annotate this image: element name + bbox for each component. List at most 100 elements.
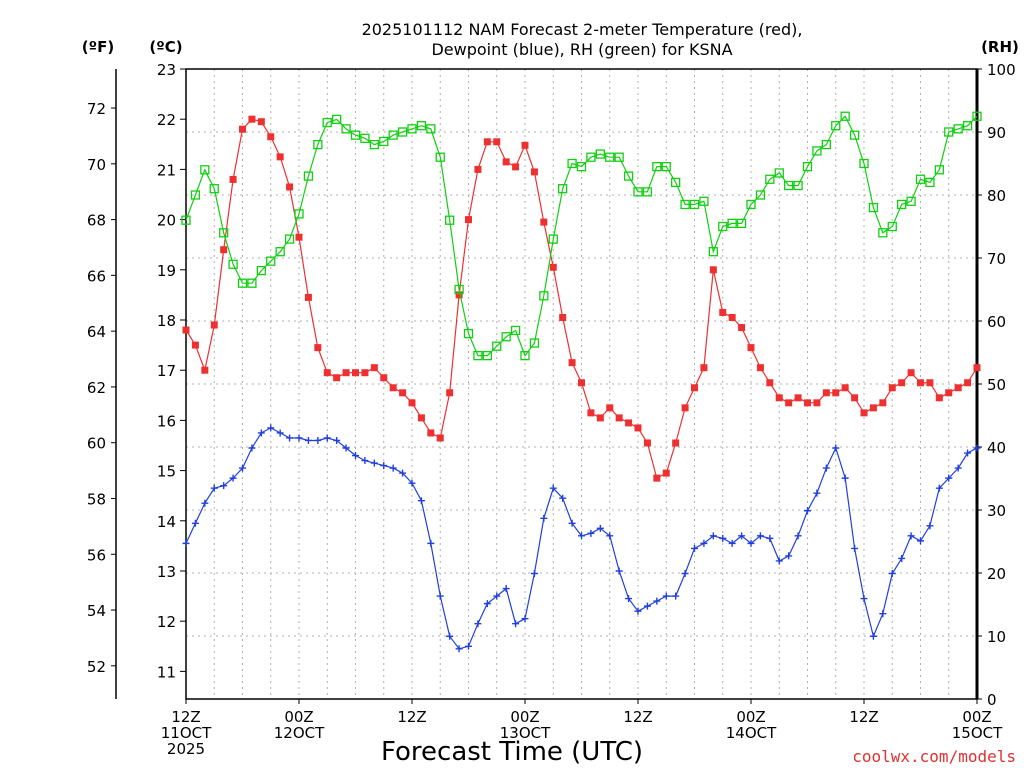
x-tick-label: 00Z [510, 708, 539, 726]
rh-tick-label: 70 [987, 250, 1006, 268]
x-tick-label: 12Z [623, 708, 652, 726]
x-tick-label: 13OCT [500, 724, 551, 742]
temperature-point [276, 153, 284, 161]
temperature-point [700, 364, 708, 372]
dewpoint-point [436, 592, 444, 600]
temperature-point [907, 369, 915, 377]
rh-point [256, 265, 266, 276]
rh-point [341, 124, 351, 134]
chart-title-line2: Dewpoint (blue), RH (green) for KSNA [431, 40, 732, 59]
dewpoint-point [521, 615, 529, 623]
dewpoint-point [361, 457, 369, 465]
rh-point [652, 161, 662, 172]
dewpoint-point [587, 529, 595, 537]
rh-point [200, 165, 210, 175]
dewpoint-point [615, 567, 623, 575]
watermark: coolwx.com/models [852, 747, 1016, 766]
rh-point [426, 124, 436, 134]
temperature-point [888, 384, 896, 392]
temperature-point [606, 404, 614, 412]
dewpoint-point [662, 592, 670, 600]
rh-point [482, 350, 492, 361]
dewpoint-point [785, 552, 793, 560]
rh-point [529, 338, 540, 348]
series-layer [181, 111, 982, 653]
dewpoint-point [408, 479, 416, 487]
rh-point [275, 247, 285, 257]
dewpoint-point [860, 595, 868, 603]
celsius-tick-label: 12 [157, 613, 176, 631]
dewpoint-point [804, 507, 811, 515]
rh-point [718, 221, 728, 232]
temperature-point [625, 419, 633, 427]
x-tick-label: 00Z [736, 708, 765, 726]
series-dewpoint [182, 424, 981, 653]
rh-point [445, 215, 455, 225]
rh-point [906, 196, 916, 206]
dewpoint-point [681, 570, 689, 578]
rh-point [925, 177, 935, 188]
dewpoint-point [304, 436, 312, 444]
dewpoint-point [455, 645, 463, 653]
temperature-point [295, 233, 303, 241]
temperature-point [352, 369, 359, 377]
temperature-point [257, 118, 265, 126]
temperature-point [465, 216, 472, 224]
temperature-point [399, 389, 407, 397]
temperature-point [578, 379, 585, 387]
x-tick-label: 11OCT [161, 724, 212, 742]
x-axis-title: Forecast Time (UTC) [381, 737, 643, 767]
series-rh [181, 111, 982, 361]
fahrenheit-unit-label: (ºF) [82, 38, 114, 56]
rh-point [539, 291, 549, 301]
dewpoint-point [248, 444, 256, 452]
celsius-tick-label: 16 [157, 412, 176, 430]
rh-tick-label: 90 [987, 124, 1006, 142]
dewpoint-point [446, 632, 454, 640]
rh-point [831, 121, 841, 131]
temperature-point [417, 414, 425, 422]
dewpoint-point [512, 620, 520, 628]
rh-point [284, 234, 295, 244]
dewpoint-point [747, 539, 755, 547]
temperature-point [851, 394, 859, 402]
rh-point [492, 341, 502, 351]
rh-point [388, 130, 398, 140]
fahrenheit-tick-label: 66 [87, 267, 106, 285]
rh-point [708, 247, 718, 257]
dewpoint-point [691, 544, 698, 552]
temperature-point [832, 389, 840, 397]
dewpoint-point [926, 522, 934, 530]
celsius-tick-label: 20 [157, 212, 176, 230]
rh-point [746, 199, 756, 210]
temperature-point [559, 313, 567, 321]
temperature-point [239, 125, 246, 133]
rh-line [185, 115, 978, 357]
fahrenheit-tick-label: 54 [87, 602, 106, 620]
x-tick-label: 12Z [171, 708, 200, 726]
dewpoint-point [417, 497, 425, 505]
temperature-point [493, 138, 501, 146]
rh-tick-label: 30 [987, 502, 1006, 520]
dewpoint-point [841, 474, 849, 482]
rh-point [765, 174, 775, 184]
x-tick-label: 00Z [284, 708, 313, 726]
temperature-point [738, 324, 746, 332]
temperature-point [220, 246, 228, 254]
dewpoint-point [917, 537, 924, 545]
dewpoint-point [191, 519, 199, 527]
temperature-point [304, 293, 312, 301]
rh-tick-label: 10 [987, 628, 1006, 646]
temperature-point [662, 469, 670, 477]
temperature-point [512, 163, 520, 171]
dewpoint-point [474, 620, 482, 628]
temperature-point [286, 183, 294, 191]
axes: 11 12 13 14 15 16 17 18 19 20 21 22 23 52 54 56 58 60 62 64… [87, 61, 1016, 758]
rh-point [416, 121, 427, 131]
rh-point [812, 146, 822, 156]
rh-point [586, 152, 596, 162]
rh-point [671, 177, 681, 188]
rh-point [793, 180, 803, 191]
rh-point [369, 139, 379, 150]
rh-point [878, 228, 888, 238]
